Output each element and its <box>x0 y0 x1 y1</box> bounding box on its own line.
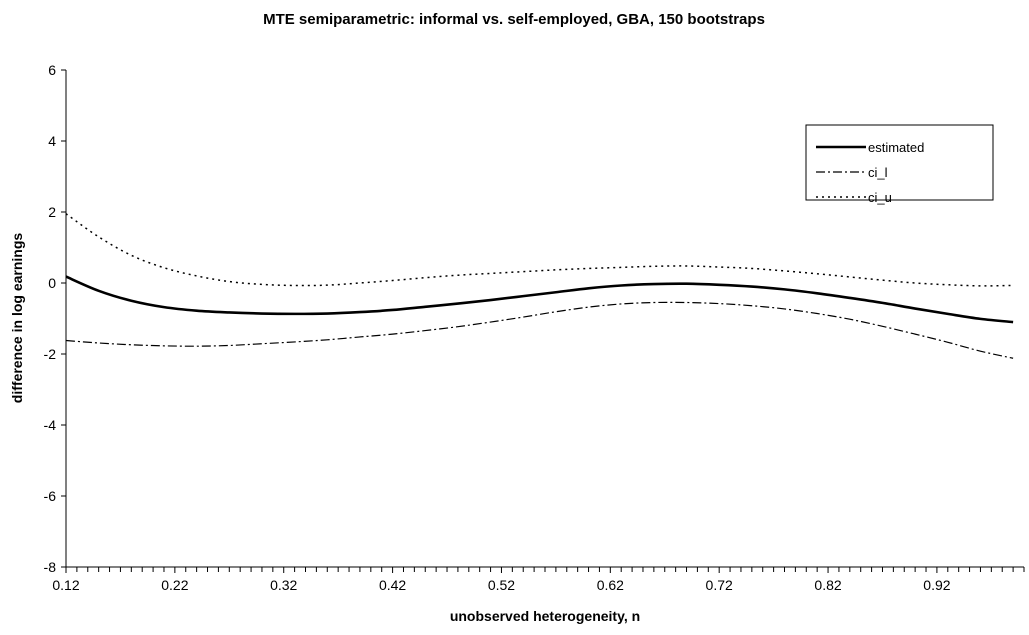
x-ticks: 0.12 0.22 0.32 0.42 0.52 0.62 0.72 0.82 0.92 <box>52 567 1025 593</box>
x-tick-label: 0.72 <box>706 577 733 593</box>
x-tick-label: 0.32 <box>270 577 297 593</box>
x-tick-label: 0.12 <box>52 577 79 593</box>
legend-label-ci-u: ci_u <box>868 190 892 205</box>
y-tick-label: -6 <box>44 488 57 504</box>
x-tick-label: 0.62 <box>597 577 624 593</box>
series-line-ci-l <box>65 301 1014 359</box>
legend-box <box>805 124 994 201</box>
y-axis-label: difference in log earnings <box>9 233 25 404</box>
x-tick-label: 0.22 <box>161 577 188 593</box>
legend-label-estimated: estimated <box>868 140 924 155</box>
x-tick-label: 0.82 <box>814 577 841 593</box>
chart-title: MTE semiparametric: informal vs. self-em… <box>263 11 765 28</box>
y-tick-label: 0 <box>48 275 56 291</box>
x-tick-label: 0.92 <box>923 577 950 593</box>
series-line-ci-u <box>65 213 1014 287</box>
x-tick-label: 0.42 <box>379 577 406 593</box>
y-tick-label: -2 <box>44 346 57 362</box>
y-tick-label: 4 <box>48 133 56 149</box>
y-tick-label: 2 <box>48 204 56 220</box>
x-axis-label: unobserved heterogeneity, n <box>450 608 640 624</box>
y-tick-label: -8 <box>44 559 57 575</box>
series-line-estimated <box>65 275 1014 324</box>
legend: estimated ci_l ci_u <box>805 124 994 205</box>
x-tick-label: 0.52 <box>488 577 515 593</box>
y-ticks: 6 4 2 0 -2 -4 -6 -8 <box>44 62 66 575</box>
legend-label-ci-l: ci_l <box>868 165 888 180</box>
y-tick-label: -4 <box>44 417 57 433</box>
y-tick-label: 6 <box>48 62 56 78</box>
series-layer <box>65 213 1014 359</box>
